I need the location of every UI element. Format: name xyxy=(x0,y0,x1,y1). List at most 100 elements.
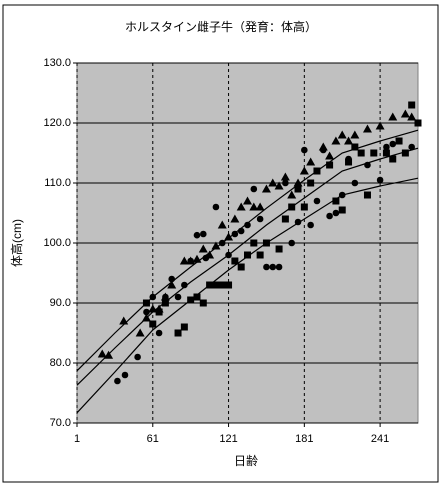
point xyxy=(301,146,308,154)
point xyxy=(224,232,234,241)
point xyxy=(400,109,410,118)
point xyxy=(256,215,264,223)
point xyxy=(388,112,398,121)
point xyxy=(181,281,188,289)
point xyxy=(408,101,416,109)
x-tick-label: 121 xyxy=(219,433,237,445)
point xyxy=(198,244,208,253)
point xyxy=(332,197,340,205)
point xyxy=(212,281,220,289)
point xyxy=(313,197,321,205)
point xyxy=(212,203,220,211)
point xyxy=(345,158,353,166)
point xyxy=(382,149,390,157)
point xyxy=(236,202,246,211)
point xyxy=(293,178,303,187)
point xyxy=(217,220,227,229)
point xyxy=(307,221,314,229)
point xyxy=(414,119,422,127)
point xyxy=(275,245,283,253)
point xyxy=(307,179,315,187)
point xyxy=(395,137,403,145)
point xyxy=(180,323,188,331)
point xyxy=(174,293,182,301)
point xyxy=(179,256,189,265)
point xyxy=(338,206,346,214)
y-tick-label: 80.0 xyxy=(50,357,71,369)
chart-title: ホルスタイン雌子牛（発育：体高） xyxy=(125,19,317,34)
point xyxy=(255,202,265,211)
point xyxy=(143,308,150,316)
point xyxy=(193,293,201,301)
point xyxy=(193,231,201,239)
point xyxy=(344,136,354,145)
point xyxy=(274,181,284,190)
point xyxy=(155,308,163,316)
y-tick-label: 110.0 xyxy=(44,177,71,189)
point xyxy=(306,157,316,166)
y-tick-label: 100.0 xyxy=(43,237,71,249)
point xyxy=(211,241,221,250)
curve xyxy=(76,147,419,386)
point xyxy=(337,130,347,139)
point xyxy=(114,377,121,385)
point xyxy=(280,172,290,181)
curve xyxy=(76,177,419,414)
point xyxy=(269,263,277,271)
point xyxy=(319,146,327,154)
y-tick-label: 70.0 xyxy=(50,417,71,429)
x-axis-label: 日齢 xyxy=(234,453,258,468)
point xyxy=(407,112,417,121)
point xyxy=(161,299,169,307)
point xyxy=(244,221,251,229)
point xyxy=(244,251,251,259)
point xyxy=(187,257,194,265)
point xyxy=(326,161,334,169)
point xyxy=(389,155,397,163)
point xyxy=(332,209,340,217)
point xyxy=(363,191,371,199)
point xyxy=(325,151,335,160)
point xyxy=(243,196,252,205)
point xyxy=(149,320,157,328)
point xyxy=(351,143,359,151)
point xyxy=(376,176,384,184)
point xyxy=(231,257,239,265)
x-tick-label: 241 xyxy=(371,433,389,445)
y-tick-label: 90.0 xyxy=(50,297,71,309)
point xyxy=(370,149,378,157)
point xyxy=(268,178,278,187)
point xyxy=(237,263,245,271)
point xyxy=(199,299,207,307)
point xyxy=(134,353,141,361)
x-tick-label: 61 xyxy=(147,433,159,445)
point xyxy=(250,185,258,193)
point xyxy=(357,149,365,157)
point xyxy=(261,184,271,193)
point xyxy=(300,203,308,211)
y-axis-label: 体高(cm) xyxy=(9,219,24,267)
point xyxy=(230,214,240,223)
point xyxy=(326,212,333,220)
point xyxy=(155,329,163,337)
point xyxy=(250,239,258,247)
point xyxy=(389,140,397,148)
point xyxy=(331,136,341,145)
point xyxy=(167,280,177,289)
point xyxy=(199,230,207,238)
y-tick-label: 120.0 xyxy=(43,117,71,129)
point xyxy=(121,371,129,379)
point xyxy=(135,328,145,337)
point xyxy=(218,281,226,289)
point xyxy=(350,130,360,139)
point xyxy=(383,143,390,151)
point xyxy=(256,251,264,259)
point xyxy=(282,179,289,187)
point xyxy=(294,185,302,193)
point xyxy=(299,166,309,175)
point xyxy=(362,124,372,133)
point xyxy=(281,215,289,223)
x-tick-label: 1 xyxy=(74,433,80,445)
x-tick-label: 181 xyxy=(295,433,313,445)
